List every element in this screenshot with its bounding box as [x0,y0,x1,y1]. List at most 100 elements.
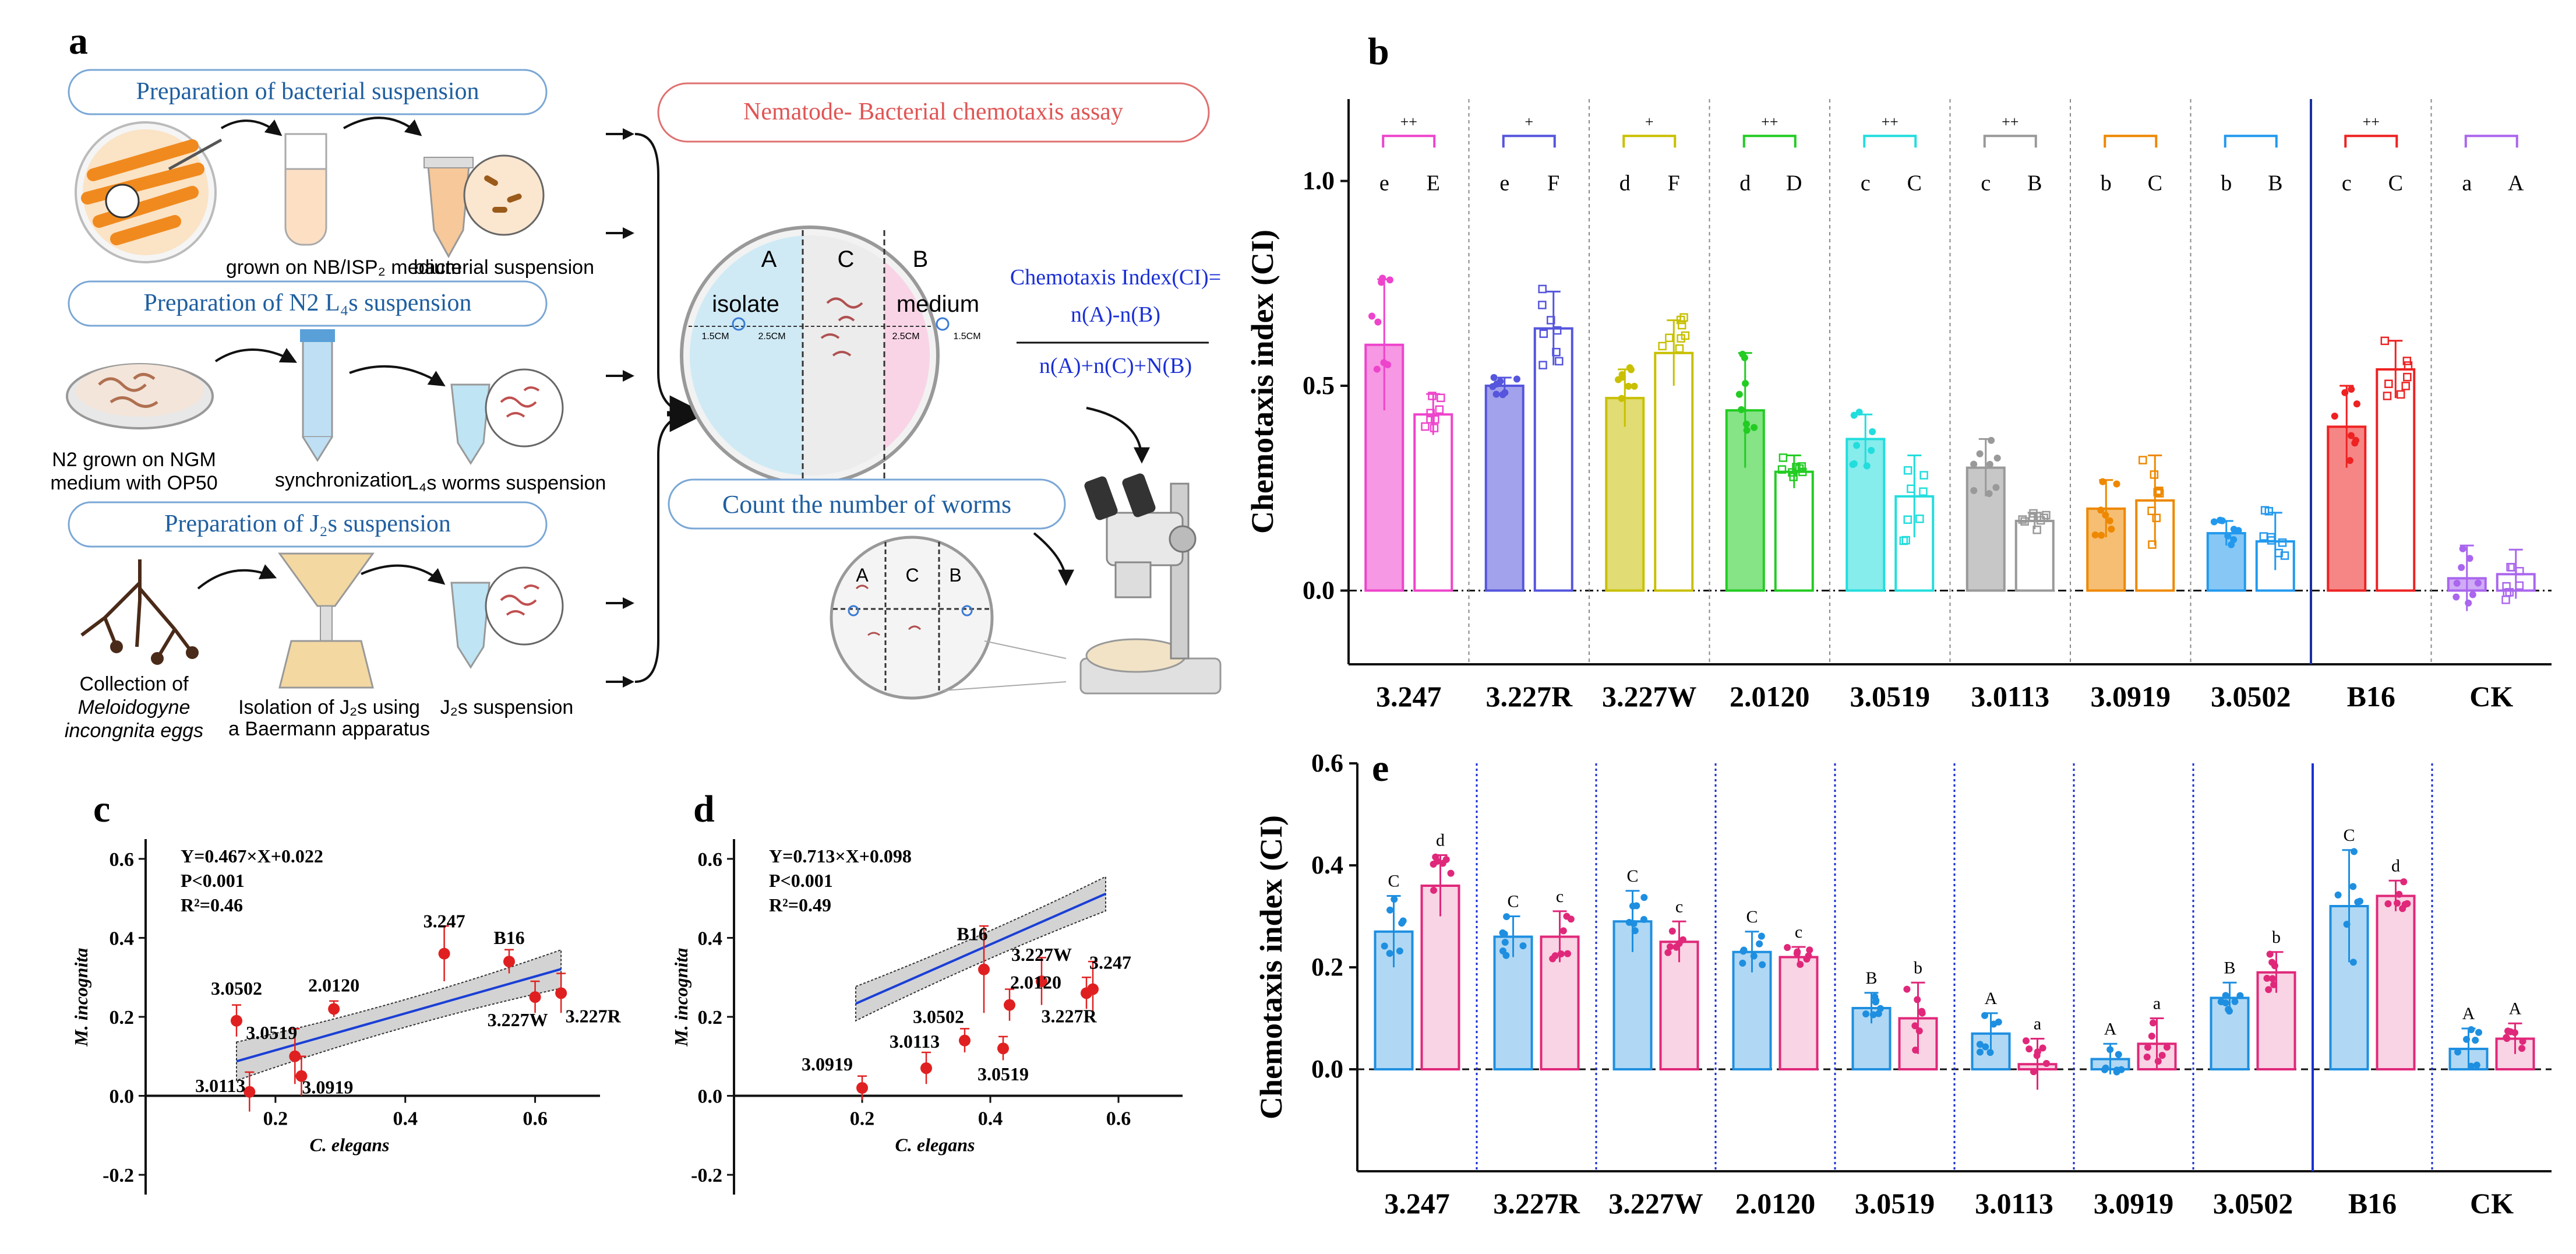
data-point [503,956,515,968]
panel-label-c: c [93,788,110,830]
significance-letter: C [2343,826,2355,845]
significance-mark: ++ [1882,113,1899,130]
data-point [1421,422,1430,431]
data-point [1806,946,1813,954]
data-point [1738,406,1745,414]
data-point [1559,927,1567,935]
point-label: 3.0919 [302,1077,353,1098]
significance-letter: d [2391,856,2400,875]
y-axis-label: Chemotaxis index (CI) [1254,815,1289,1119]
x-tick-label: CK [2470,1187,2514,1220]
data-point [1555,357,1564,366]
data-point [2154,1058,2162,1065]
data-point [1625,382,1632,390]
x-tick-label: 3.227R [1493,1187,1580,1220]
data-point [2150,1019,2157,1027]
data-point [2230,526,2238,533]
distance-left-1: 1.5CM [701,332,729,341]
data-point [2502,582,2511,591]
bar [1533,327,1573,592]
data-point [2331,413,2338,420]
y-tick-label: -0.2 [691,1165,722,1186]
data-point [1004,999,1015,1011]
data-point [2334,891,2342,899]
data-point [2394,899,2401,907]
bar [1413,413,1453,592]
data-point [1668,927,1676,935]
microscope-icon [1079,473,1222,695]
data-point [2150,470,2159,479]
data-point [1993,455,2001,462]
y-tick-label: 0.0 [1303,576,1335,604]
significance-letter: d [1739,171,1751,196]
l4-tube-icon [450,368,564,465]
significance-mark: ++ [1400,113,1417,130]
data-point [2383,392,2392,400]
data-point [2519,1037,2526,1045]
significance-mark: ++ [1761,113,1778,130]
data-point [2396,390,2405,399]
data-point [2032,526,2041,534]
distance-right-2: 2.5CM [892,332,919,341]
data-point [2018,515,2027,524]
significance-letter: B [2224,958,2235,977]
data-point [1428,392,1437,400]
data-point [1492,390,1500,398]
data-point [1631,382,1638,390]
y-tick-label: 0.2 [1311,953,1343,981]
data-point [1398,920,1406,927]
data-point [1665,333,1674,343]
data-point [2341,389,2349,396]
data-point [2346,457,2353,464]
data-point [1386,906,1394,914]
data-point [2343,921,2351,928]
data-point [1552,348,1561,357]
point-label: 3.227R [566,1005,622,1026]
data-point [2468,1026,2475,1033]
significance-letter: A [2509,999,2522,1018]
significance-letter: A [1985,989,1998,1008]
bar [2014,519,2055,592]
bar [1605,397,1645,592]
point-label: 3.227W [488,1009,548,1030]
x-tick-label: 0.4 [393,1108,418,1130]
data-point [2353,400,2360,408]
data-point [2466,555,2473,562]
significance-letter: c [1861,171,1871,196]
data-point [2106,517,2113,524]
counting-plate [830,536,1067,700]
data-point [2025,1045,2033,1053]
data-point [1876,1005,1884,1012]
data-point [1430,886,1438,894]
l4-worms-label: L₄s worms suspension [408,472,606,494]
n2-grown-line2: medium with OP50 [50,472,217,494]
significance-letter: C [1388,872,1399,891]
data-point [2395,890,2403,898]
significance-letter: e [1379,171,1389,196]
data-point [1862,1010,1870,1017]
panel-label-b: b [1368,30,1389,73]
data-point [1869,1011,1877,1019]
data-point [2501,596,2510,604]
data-point [2102,1064,2109,1072]
point-label: 3.227R [1041,1005,1097,1026]
data-point [1437,393,1445,403]
data-point [2347,432,2355,439]
data-point [2155,489,2164,498]
data-point [2113,480,2120,488]
prep-bacteria-title: Preparation of bacterial suspension [136,78,479,105]
data-point [2224,532,2232,540]
p-value: P<0.001 [181,870,245,891]
data-point [2511,1029,2518,1037]
y-tick-label: 0.4 [110,928,135,949]
x-tick-label: CK [2469,680,2513,713]
data-point [1426,408,1435,418]
significance-letter: a [2034,1015,2041,1034]
ci-formula-numerator: n(A)-n(B) [1071,302,1160,327]
significance-letter: C [1907,171,1922,196]
data-point [1919,471,1928,480]
data-point [2263,974,2271,982]
data-point [1640,894,1648,901]
data-point [997,1042,1009,1055]
